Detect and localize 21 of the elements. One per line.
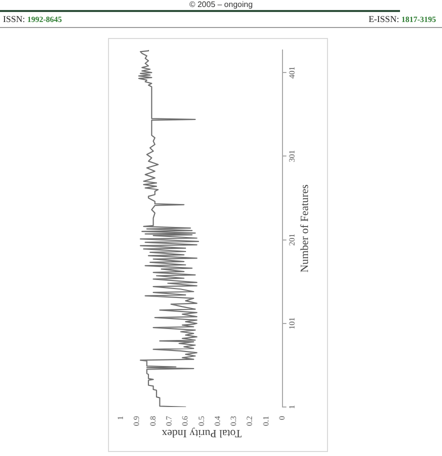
y-tick-label: 401 [287, 66, 296, 79]
text: E-ISSN: 1817-3195 [368, 14, 436, 24]
x-tick-label: 0.9 [132, 416, 142, 426]
text: ISSN: 1992-8645 [3, 14, 62, 24]
y-tick-label: 1 [287, 405, 296, 409]
x-tick-label: 0 [277, 416, 286, 420]
x-axis-title: Total Purity Index [161, 427, 242, 440]
text: © 2005 – ongoing [188, 0, 254, 9]
x-tick-label: 0.6 [180, 416, 190, 426]
x-tick-label: 0.8 [148, 416, 158, 426]
x-tick-label: 0.2 [245, 416, 254, 426]
y-axis-title: Number of Features [298, 184, 311, 272]
y-tick-label: 101 [287, 317, 296, 330]
y-tick-label: 201 [287, 234, 296, 246]
x-tick-label: 0.7 [164, 416, 174, 426]
x-tick-label: 0.4 [212, 416, 222, 426]
x-tick-label: 0.3 [229, 416, 238, 426]
x-tick-label: 0.1 [261, 416, 270, 426]
x-tick-label: 0.5 [196, 416, 206, 426]
x-tick-label: 1 [116, 416, 126, 420]
y-tick-label: 301 [287, 150, 296, 162]
